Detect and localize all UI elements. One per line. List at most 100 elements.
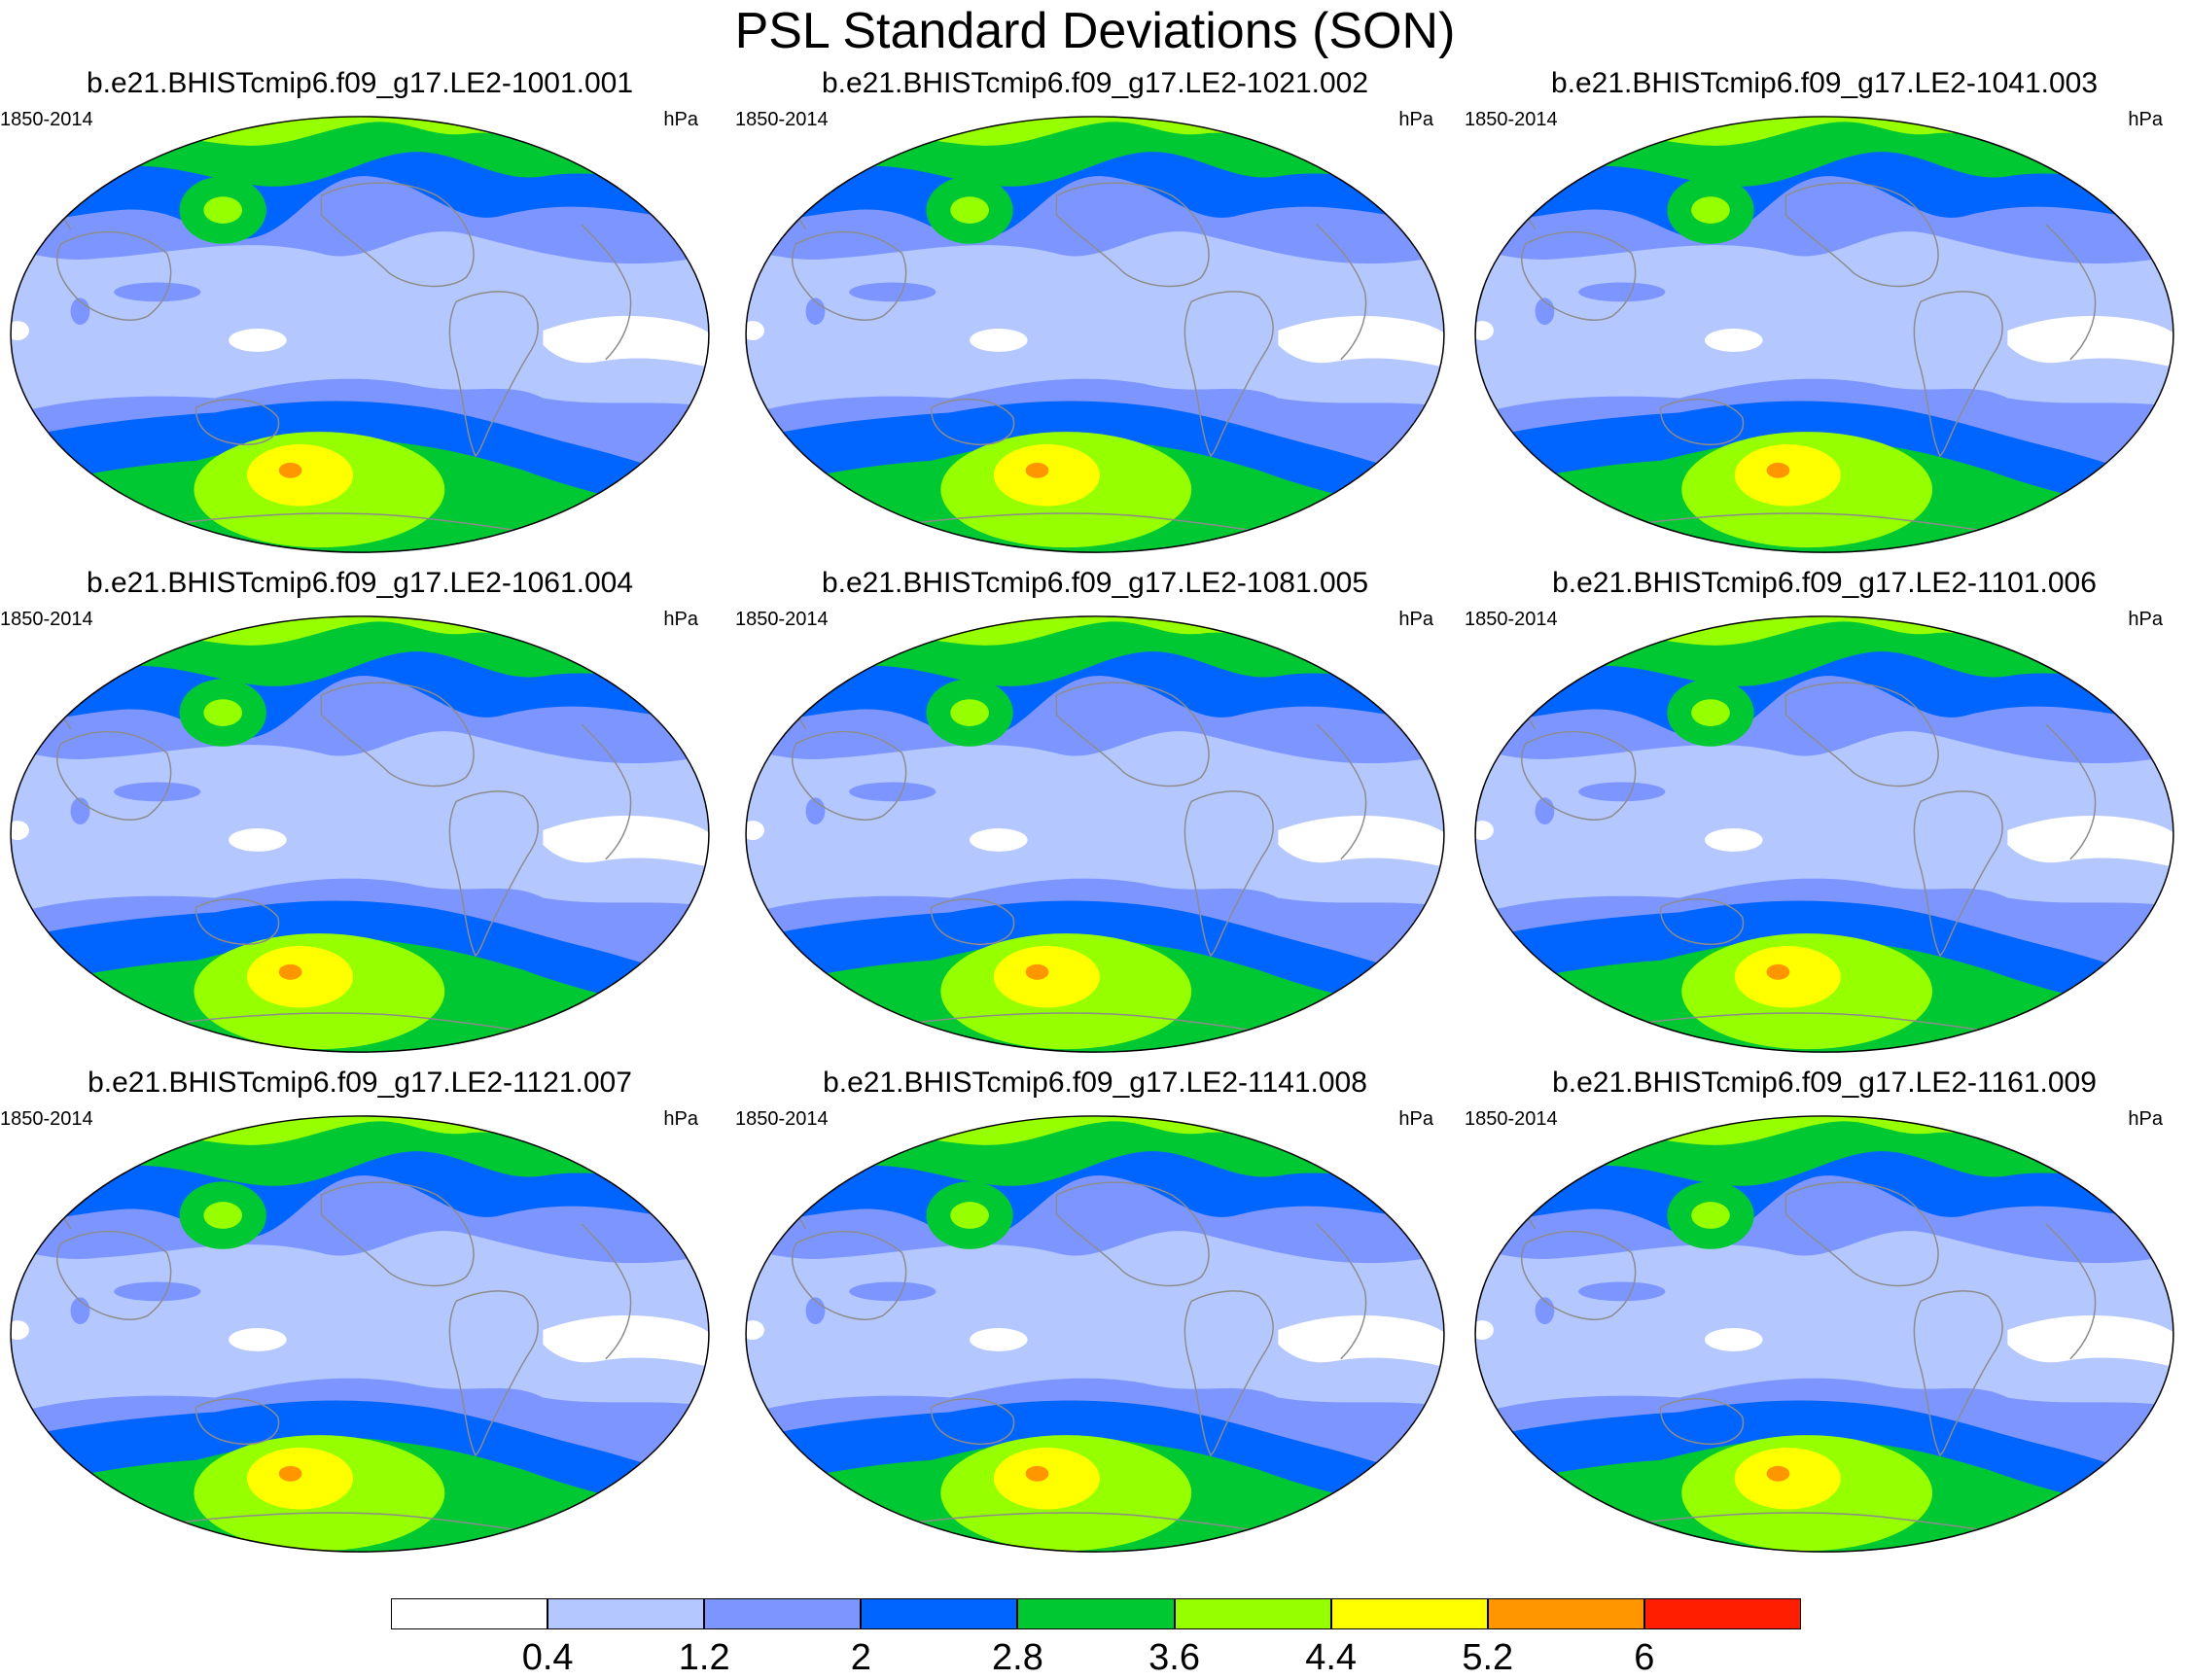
field-band bbox=[2007, 815, 2173, 869]
colorbar-swatch bbox=[861, 1598, 1018, 1629]
panel-title: b.e21.BHISTcmip6.f09_g17.LE2-1001.001 bbox=[86, 67, 634, 99]
field-band bbox=[1025, 462, 1049, 478]
land-outline bbox=[1784, 182, 1939, 288]
field-band bbox=[1556, 615, 1653, 644]
colorbar-swatch bbox=[1643, 1598, 1801, 1629]
field-band bbox=[1766, 462, 1790, 478]
land-outline bbox=[320, 1181, 475, 1287]
panel-units: hPa bbox=[1398, 609, 1433, 630]
map-panel: b.e21.BHISTcmip6.f09_g17.LE2-1041.003 185… bbox=[1465, 66, 2184, 562]
land-outline bbox=[1784, 682, 1939, 788]
field-band bbox=[114, 782, 201, 802]
panel-period: 1850-2014 bbox=[1465, 1108, 1558, 1130]
field-band bbox=[246, 1448, 354, 1510]
field-band bbox=[1705, 329, 1763, 352]
land-outline bbox=[930, 897, 1015, 946]
land-outline bbox=[1055, 182, 1210, 288]
field-band bbox=[815, 615, 912, 644]
map-panel: b.e21.BHISTcmip6.f09_g17.LE2-1021.002 185… bbox=[735, 66, 1455, 562]
field-band bbox=[815, 116, 912, 144]
field-band bbox=[1734, 946, 1841, 1008]
field-band bbox=[278, 462, 302, 478]
land-outline bbox=[792, 730, 907, 821]
land-outline bbox=[930, 1397, 1015, 1446]
field-band bbox=[246, 444, 354, 507]
panel-units: hPa bbox=[1398, 109, 1433, 130]
field-band bbox=[849, 782, 936, 802]
colorbar-label: 2 bbox=[850, 1637, 871, 1678]
land-outline bbox=[792, 230, 907, 321]
field-band bbox=[1705, 1328, 1763, 1351]
map-boundary bbox=[1474, 116, 2174, 553]
field-band bbox=[114, 1281, 201, 1302]
map-plot bbox=[1474, 1115, 2174, 1553]
panel-period: 1850-2014 bbox=[735, 109, 829, 130]
land-outline bbox=[1913, 1290, 2003, 1457]
land-outline bbox=[2045, 224, 2097, 361]
map-plot bbox=[10, 116, 710, 553]
colorbar-swatch bbox=[1017, 1598, 1175, 1629]
land-outline bbox=[581, 224, 632, 361]
map-panel: b.e21.BHISTcmip6.f09_g17.LE2-1061.004 185… bbox=[0, 566, 720, 1062]
land-outline bbox=[1913, 790, 2003, 958]
field-band bbox=[68, 615, 165, 644]
field-band bbox=[1734, 444, 1841, 507]
land-outline bbox=[1316, 224, 1367, 361]
colorbar-label: 0.4 bbox=[521, 1637, 574, 1678]
land-outline bbox=[56, 730, 172, 821]
land-outline bbox=[2045, 723, 2097, 860]
map-panel: b.e21.BHISTcmip6.f09_g17.LE2-1141.008 185… bbox=[735, 1066, 1455, 1561]
field-band bbox=[1578, 782, 1666, 802]
land-outline bbox=[1913, 291, 2003, 458]
field-band bbox=[950, 699, 989, 726]
field-band bbox=[1278, 1314, 1444, 1369]
map-panel: b.e21.BHISTcmip6.f09_g17.LE2-1121.007 185… bbox=[0, 1066, 720, 1561]
panel-title: b.e21.BHISTcmip6.f09_g17.LE2-1081.005 bbox=[821, 567, 1369, 599]
map-plot bbox=[10, 1115, 710, 1553]
field-band bbox=[825, 227, 883, 241]
field-band bbox=[89, 227, 148, 241]
field-band bbox=[849, 282, 936, 302]
panel-period: 1850-2014 bbox=[735, 609, 829, 630]
land-outline bbox=[320, 182, 475, 288]
field-band bbox=[114, 282, 201, 302]
panel-period: 1850-2014 bbox=[1465, 109, 1558, 130]
field-band bbox=[11, 1320, 29, 1340]
field-band bbox=[1554, 227, 1612, 241]
field-band bbox=[203, 1202, 243, 1229]
field-band bbox=[1278, 315, 1444, 369]
field-band bbox=[746, 1320, 764, 1340]
land-outline bbox=[581, 1223, 632, 1360]
field-band bbox=[993, 444, 1100, 507]
map-plot bbox=[745, 615, 1445, 1053]
land-outline bbox=[1055, 682, 1210, 788]
field-band bbox=[1025, 1465, 1049, 1482]
land-outline bbox=[1659, 897, 1745, 946]
land-outline bbox=[194, 1397, 280, 1446]
field-band bbox=[746, 821, 764, 840]
land-outline bbox=[320, 682, 475, 788]
colorbar-label: 4.4 bbox=[1305, 1637, 1358, 1678]
panel-title: b.e21.BHISTcmip6.f09_g17.LE2-1021.002 bbox=[821, 67, 1369, 99]
land-outline bbox=[448, 790, 539, 958]
field-band bbox=[993, 946, 1100, 1008]
field-band bbox=[825, 1226, 883, 1241]
field-band bbox=[746, 321, 764, 340]
field-band bbox=[1578, 1281, 1666, 1302]
land-outline bbox=[930, 398, 1015, 446]
field-band bbox=[1766, 1465, 1790, 1482]
panel-title: b.e21.BHISTcmip6.f09_g17.LE2-1061.004 bbox=[86, 567, 634, 599]
land-outline bbox=[1659, 1397, 1745, 1446]
map-plot bbox=[745, 116, 1445, 553]
land-outline bbox=[448, 1290, 539, 1457]
field-band bbox=[1475, 321, 1494, 340]
land-outline bbox=[1183, 291, 1274, 458]
map-boundary bbox=[745, 116, 1445, 553]
field-band bbox=[1705, 828, 1763, 852]
map-plot bbox=[1474, 116, 2174, 553]
field-band bbox=[278, 1465, 302, 1482]
field-band bbox=[1734, 1448, 1841, 1510]
field-band bbox=[1554, 1226, 1612, 1241]
panel-title: b.e21.BHISTcmip6.f09_g17.LE2-1041.003 bbox=[1550, 67, 2099, 99]
land-outline bbox=[792, 1230, 907, 1320]
